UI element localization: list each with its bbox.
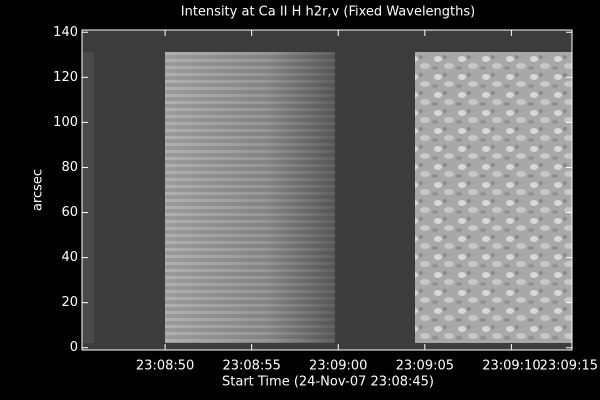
- y-tick-label: 40: [61, 250, 78, 265]
- image-strip: [82, 52, 94, 343]
- x-tick-label: 23:09:05: [396, 359, 454, 374]
- x-tick-label: 23:09:15: [540, 359, 598, 374]
- y-tick-label: 20: [61, 295, 78, 310]
- x-tick-label: 23:09:00: [309, 359, 367, 374]
- x-tick-label: 23:08:55: [222, 359, 280, 374]
- x-tick-label: 23:09:10: [482, 359, 540, 374]
- y-tick-label: 100: [53, 115, 78, 130]
- y-tick-label: 60: [61, 205, 78, 220]
- y-tick-label: 120: [53, 70, 78, 85]
- x-tick-label: 23:08:50: [136, 359, 194, 374]
- image: [82, 30, 572, 350]
- image-region: [415, 52, 572, 343]
- x-axis-label: Start Time (24-Nov-07 23:08:45): [222, 375, 434, 390]
- y-axis-label: arcsec: [31, 169, 46, 211]
- y-tick-label: 140: [53, 25, 78, 40]
- plot-frame: [81, 29, 573, 351]
- image-shade: [165, 52, 335, 343]
- y-tick-label: 80: [61, 160, 78, 175]
- chart-title: Intensity at Ca II H h2r,v (Fixed Wavele…: [181, 5, 475, 20]
- y-tick-label: 0: [70, 340, 78, 355]
